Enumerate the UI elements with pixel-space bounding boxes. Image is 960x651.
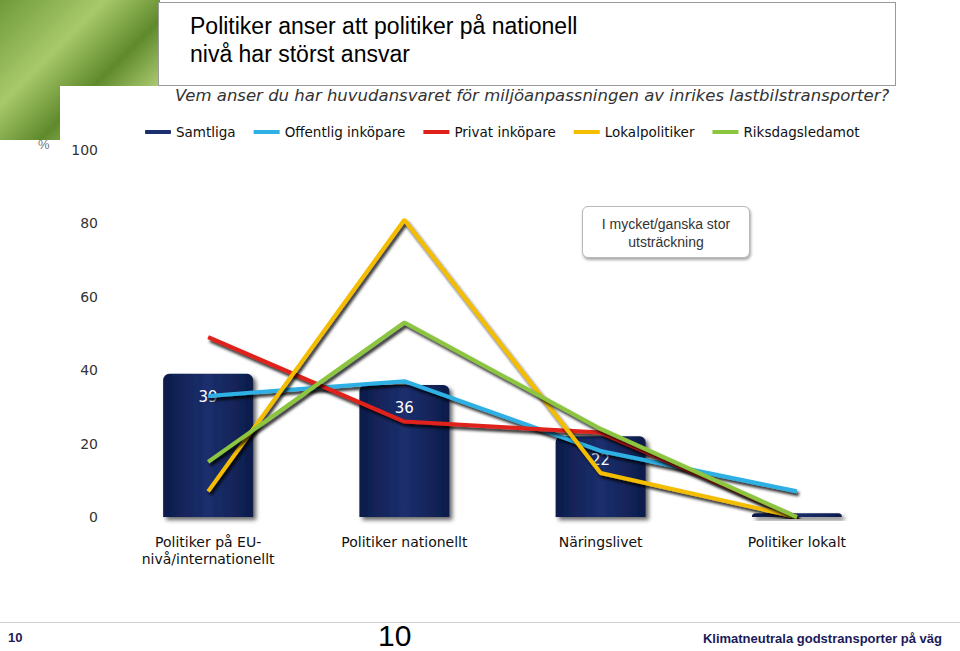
svg-text:Lokalpolitiker: Lokalpolitiker — [605, 124, 695, 140]
svg-text:22: 22 — [591, 450, 611, 469]
html-text:Politiker anser att politiker: Politiker anser att politiker på natione… — [190, 13, 578, 67]
svg-text:20: 20 — [80, 436, 98, 452]
html-text:Klimatneutrala godstransporter: Klimatneutrala godstransporter på väg — [702, 631, 942, 646]
html-text:I mycket/ganska stor utsträckn: I mycket/ganska stor utsträckning — [601, 216, 731, 250]
svg-text:Samtliga: Samtliga — [176, 124, 236, 140]
svg-text:Politiker nationellt: Politiker nationellt — [341, 534, 468, 550]
svg-text:36: 36 — [395, 399, 414, 417]
svg-text:60: 60 — [80, 289, 98, 305]
svg-text:80: 80 — [80, 215, 98, 231]
svg-text:39: 39 — [198, 388, 218, 407]
html-text:Vem anser du har huvudansvaret: Vem anser du har huvudansvaret för miljö… — [175, 86, 890, 105]
svg-text:Privat inköpare: Privat inköpare — [454, 124, 555, 140]
svg-text:Politiker på EU-: Politiker på EU- — [155, 534, 261, 550]
svg-text:Näringslivet: Näringslivet — [559, 534, 643, 550]
svg-text:Offentlig inköpare: Offentlig inköpare — [285, 124, 406, 140]
html-text:10: 10 — [378, 619, 412, 651]
svg-text:Politiker lokalt: Politiker lokalt — [748, 534, 847, 550]
svg-text:Riksdagsledamot: Riksdagsledamot — [743, 124, 859, 140]
svg-text:0: 0 — [89, 509, 98, 525]
svg-text:nivå/internationellt: nivå/internationellt — [142, 551, 275, 567]
svg-text:100: 100 — [71, 142, 98, 158]
svg-text:40: 40 — [80, 362, 98, 378]
html-text:10: 10 — [8, 630, 23, 645]
